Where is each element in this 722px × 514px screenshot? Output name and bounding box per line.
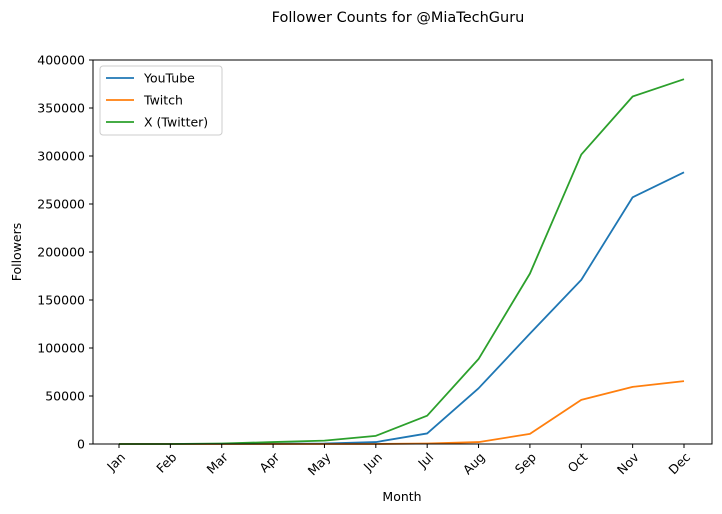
x-tick-label: Feb xyxy=(153,449,179,475)
series-line-0 xyxy=(119,171,685,445)
y-tick-label: 150000 xyxy=(37,293,85,308)
legend-label-1: Twitch xyxy=(143,93,183,108)
y-tick-label: 350000 xyxy=(37,101,85,116)
x-axis: Jan Feb Mar Apr May Jun Jul Aug Sep Oct Nov Dec xyxy=(103,444,693,478)
y-tick-label: 50000 xyxy=(45,389,85,404)
x-tick-label: Apr xyxy=(256,449,283,476)
x-axis-label: Month xyxy=(382,489,421,504)
legend: YouTube Twitch X (Twitter) xyxy=(99,65,223,136)
y-tick-label: 400000 xyxy=(37,53,85,68)
x-tick-label: Jan xyxy=(103,450,128,475)
x-tick-label: Sep xyxy=(512,449,539,476)
legend-label-2: X (Twitter) xyxy=(144,115,208,130)
y-tick-label: 0 xyxy=(77,437,85,452)
x-tick-label: May xyxy=(305,449,334,478)
legend-label-0: YouTube xyxy=(143,71,195,86)
x-tick-label: Aug xyxy=(460,450,488,478)
legend-box xyxy=(99,65,223,136)
y-tick-label: 250000 xyxy=(37,197,85,212)
x-tick-label: Jul xyxy=(414,450,436,472)
y-axis-label: Followers xyxy=(9,223,24,282)
x-tick-label: Oct xyxy=(564,449,590,475)
series-line-1 xyxy=(119,380,685,445)
x-tick-label: Jun xyxy=(360,450,385,475)
x-tick-label: Mar xyxy=(204,449,232,477)
y-tick-label: 300000 xyxy=(37,149,85,164)
chart-title: Follower Counts for @MiaTechGuru xyxy=(272,10,525,26)
y-tick-label: 200000 xyxy=(37,245,85,260)
x-tick-label: Dec xyxy=(665,449,693,477)
x-tick-label: Nov xyxy=(614,449,642,477)
y-tick-label: 100000 xyxy=(37,341,85,356)
y-axis: 0 50000 100000 150000 200000 250000 300000 3500… xyxy=(37,53,93,452)
